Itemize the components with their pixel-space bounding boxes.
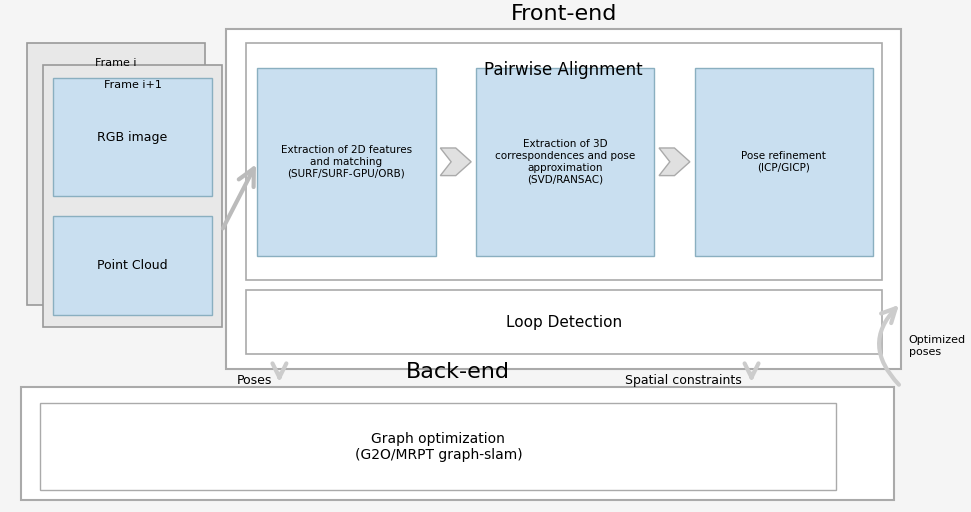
Bar <box>694 68 873 255</box>
Bar <box>44 65 221 327</box>
Text: Extraction of 2D features
and matching
(SURF/SURF-GPU/ORB): Extraction of 2D features and matching (… <box>281 145 412 178</box>
Bar <box>27 44 205 305</box>
Text: RGB image: RGB image <box>97 131 168 144</box>
Bar <box>246 44 882 280</box>
Polygon shape <box>659 148 689 176</box>
Text: Point Cloud: Point Cloud <box>97 259 168 272</box>
Bar <box>21 387 894 500</box>
Text: Spatial constraints: Spatial constraints <box>625 374 742 387</box>
Text: Poses: Poses <box>236 374 272 387</box>
Text: Back-end: Back-end <box>406 362 510 382</box>
Text: Pose refinement
(ICP/GICP): Pose refinement (ICP/GICP) <box>742 151 826 173</box>
Polygon shape <box>440 148 471 176</box>
Text: Loop Detection: Loop Detection <box>506 314 621 330</box>
Text: Extraction of 3D
correspondences and pose
approximation
(SVD/RANSAC): Extraction of 3D correspondences and pos… <box>495 139 635 184</box>
Text: Graph optimization
(G2O/MRPT graph-slam): Graph optimization (G2O/MRPT graph-slam) <box>354 432 522 462</box>
Text: Front-end: Front-end <box>511 4 617 24</box>
Text: Pairwise Alignment: Pairwise Alignment <box>485 61 643 79</box>
Bar <box>257 68 436 255</box>
Text: Optimized
poses: Optimized poses <box>909 335 966 356</box>
Bar <box>41 403 836 490</box>
Text: Frame i+1: Frame i+1 <box>104 80 161 90</box>
Bar <box>53 216 212 315</box>
Bar <box>246 290 882 354</box>
Bar <box>476 68 654 255</box>
Bar <box>53 78 212 196</box>
Bar <box>226 29 901 369</box>
Text: Frame i: Frame i <box>95 58 137 68</box>
